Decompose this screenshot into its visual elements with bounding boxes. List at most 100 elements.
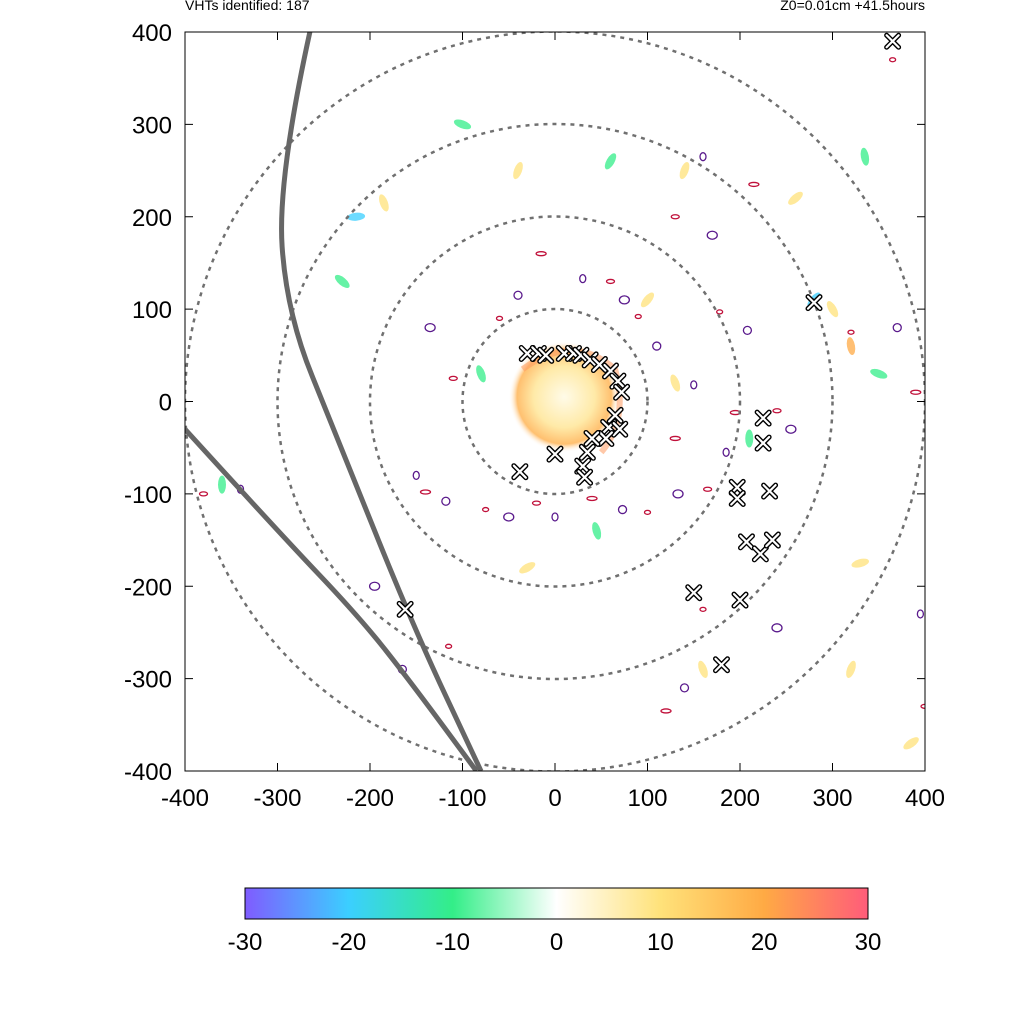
- range-ring: [368, 215, 742, 588]
- colorbar-tick-label: -10: [435, 929, 470, 956]
- vht-marker-cross: [753, 546, 768, 562]
- vht-marker: [597, 429, 615, 447]
- updraft-contour: [910, 389, 922, 395]
- vht-marker: [728, 489, 746, 507]
- vht-marker-cross: [732, 593, 748, 608]
- updraft-contour: [643, 509, 652, 515]
- x-tick-label: 300: [812, 785, 852, 812]
- updraft-contour: [368, 581, 381, 591]
- vorticity-patch: [519, 562, 536, 574]
- vorticity-patch: [698, 660, 708, 678]
- vht-marker-cross: [577, 470, 592, 485]
- time-roughness-label: Z0=0.01cm +41.5hours: [780, 0, 925, 13]
- updraft-contour: [448, 375, 458, 382]
- vht-marker-cross: [398, 602, 413, 617]
- updraft-contour: [660, 708, 672, 714]
- updraft-contour: [706, 230, 718, 240]
- y-tick-label: 100: [132, 297, 172, 324]
- vorticity-patch: [870, 368, 888, 379]
- y-tick-label: 400: [132, 20, 172, 47]
- vht-marker: [611, 420, 629, 438]
- x-tick-label: 0: [548, 785, 561, 812]
- vht-marker: [613, 383, 631, 401]
- vht-marker: [761, 482, 779, 500]
- vht-marker-cross: [512, 464, 527, 479]
- updraft-contour: [702, 486, 713, 492]
- range-ring: [276, 122, 834, 681]
- updraft-contour: [785, 424, 797, 434]
- storm-track: [185, 427, 479, 771]
- updraft-contour: [916, 609, 925, 619]
- vht-marker-cross: [756, 411, 771, 426]
- vht-marker: [685, 584, 703, 602]
- updraft-contour: [652, 341, 662, 351]
- updraft-contour: [444, 643, 453, 649]
- y-tick-label: -400: [124, 759, 172, 786]
- x-tick-label: -200: [346, 785, 394, 812]
- updraft-contour: [672, 489, 684, 499]
- vorticity-patch: [679, 161, 690, 180]
- vht-marker: [511, 463, 529, 481]
- vorticity-patch: [826, 301, 839, 318]
- vht-marker: [578, 443, 596, 461]
- vorticity-patch: [846, 337, 856, 355]
- colorbar-tick-label: 30: [855, 929, 882, 956]
- vht-marker: [731, 591, 749, 609]
- vht-marker-cross: [584, 431, 600, 446]
- vorticity-patch: [218, 475, 226, 494]
- updraft-contour: [481, 506, 490, 513]
- vht-marker: [751, 545, 769, 563]
- vht-marker-cross: [885, 34, 900, 49]
- x-tick-label: 100: [627, 785, 667, 812]
- updraft-contour: [503, 512, 515, 522]
- vht-marker: [537, 346, 555, 364]
- colorbar-tick-label: -30: [228, 929, 263, 956]
- vht-marker-cross: [714, 657, 729, 672]
- vht-marker-cross: [765, 532, 780, 548]
- colorbar: -30 -20 -10 0 10 20 30: [228, 887, 882, 956]
- vht-marker-cross: [739, 534, 754, 550]
- colorbar-tick-label: 20: [751, 929, 778, 956]
- updraft-contour: [586, 495, 598, 502]
- x-tick-label: -100: [438, 785, 486, 812]
- vorticity-patch: [903, 737, 919, 750]
- vorticity-patch: [379, 194, 389, 212]
- vorticity-patch: [592, 522, 602, 540]
- vorticity-patch: [745, 429, 754, 448]
- updraft-contour: [679, 683, 690, 693]
- vht-marker: [590, 356, 608, 374]
- vorticity-patch: [334, 274, 350, 288]
- vorticity-patch: [851, 558, 870, 568]
- vht-marker: [763, 531, 781, 549]
- y-tick-label: 200: [132, 205, 172, 232]
- vht-marker: [737, 533, 755, 551]
- vht-marker-cross: [806, 295, 822, 310]
- vht-marker: [396, 600, 414, 618]
- vorticity-patch: [860, 147, 870, 166]
- updraft-contour: [690, 380, 698, 390]
- updraft-contour: [424, 322, 436, 333]
- updraft-contour: [634, 313, 642, 320]
- vht-marker: [754, 434, 772, 452]
- y-tick-label: 0: [159, 390, 172, 417]
- colorbar-gradient: [244, 887, 869, 920]
- updraft-contour: [495, 315, 504, 322]
- vht-marker: [754, 409, 772, 427]
- vht-marker-cross: [583, 352, 598, 368]
- vht-marker: [713, 656, 730, 674]
- vht-marker-cross: [762, 484, 777, 499]
- vht-marker: [606, 406, 624, 424]
- updraft-contour: [847, 329, 855, 335]
- vht-marker: [581, 351, 599, 369]
- vht-marker-cross: [730, 491, 745, 506]
- vht-marker-cross: [573, 348, 589, 363]
- vorticity-patch: [604, 153, 617, 170]
- vht-marker: [546, 445, 564, 463]
- updraft-contour: [722, 447, 730, 457]
- vorticity-patch: [513, 161, 523, 180]
- colorbar-tick-label: 10: [647, 929, 674, 956]
- updraft-contour: [531, 500, 542, 506]
- y-tick-label: -200: [124, 574, 172, 601]
- vht-marker-cross: [612, 422, 627, 437]
- vht-marker-cross: [756, 435, 771, 451]
